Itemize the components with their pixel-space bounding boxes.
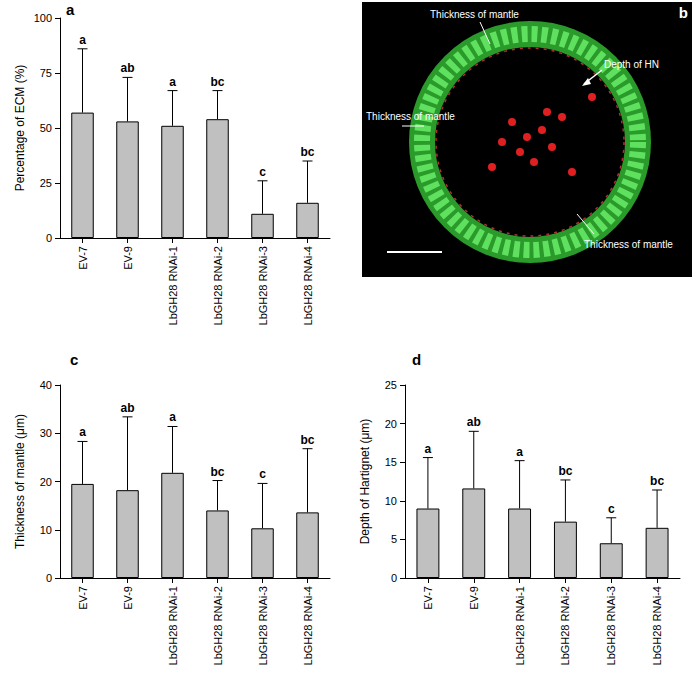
svg-text:LbGH28 RNAi-4: LbGH28 RNAi-4 bbox=[302, 586, 314, 665]
svg-text:EV-7: EV-7 bbox=[77, 246, 89, 270]
svg-text:20: 20 bbox=[40, 476, 52, 488]
svg-text:b: b bbox=[679, 4, 688, 21]
svg-text:bc: bc bbox=[650, 474, 664, 488]
svg-text:ab: ab bbox=[120, 61, 134, 75]
svg-text:5: 5 bbox=[391, 533, 397, 545]
svg-text:LbGH28 RNAi-2: LbGH28 RNAi-2 bbox=[212, 586, 224, 665]
svg-text:EV-7: EV-7 bbox=[77, 586, 89, 610]
svg-text:LbGH28 RNAi-1: LbGH28 RNAi-1 bbox=[167, 246, 179, 325]
svg-text:bc: bc bbox=[210, 465, 224, 479]
svg-text:10: 10 bbox=[40, 524, 52, 536]
svg-text:0: 0 bbox=[46, 572, 52, 584]
svg-text:a: a bbox=[66, 1, 75, 18]
svg-text:0: 0 bbox=[46, 232, 52, 244]
svg-text:bc: bc bbox=[300, 433, 314, 447]
svg-text:LbGH28 RNAi-2: LbGH28 RNAi-2 bbox=[212, 246, 224, 325]
svg-text:Depth of HN: Depth of HN bbox=[604, 59, 659, 70]
svg-text:25: 25 bbox=[385, 379, 397, 391]
svg-text:75: 75 bbox=[40, 67, 52, 79]
svg-text:Thickness of mantle: Thickness of mantle bbox=[366, 111, 455, 122]
svg-text:LbGH28 RNAi-4: LbGH28 RNAi-4 bbox=[651, 586, 663, 665]
svg-text:c: c bbox=[70, 351, 78, 368]
svg-text:ab: ab bbox=[467, 415, 481, 429]
svg-text:Thickness of mantle: Thickness of mantle bbox=[584, 239, 673, 250]
svg-text:c: c bbox=[608, 502, 615, 516]
svg-text:50: 50 bbox=[40, 122, 52, 134]
svg-text:EV-9: EV-9 bbox=[468, 586, 480, 610]
svg-text:d: d bbox=[412, 351, 421, 368]
svg-text:c: c bbox=[259, 165, 266, 179]
svg-text:LbGH28 RNAi-1: LbGH28 RNAi-1 bbox=[167, 586, 179, 665]
svg-text:Percentage of ECM (%): Percentage of ECM (%) bbox=[13, 65, 27, 192]
svg-text:a: a bbox=[516, 445, 523, 459]
svg-text:a: a bbox=[79, 33, 86, 47]
svg-text:a: a bbox=[79, 425, 86, 439]
svg-text:15: 15 bbox=[385, 456, 397, 468]
svg-text:EV-9: EV-9 bbox=[122, 586, 134, 610]
svg-text:0: 0 bbox=[391, 572, 397, 584]
svg-text:LbGH28 RNAi-3: LbGH28 RNAi-3 bbox=[257, 586, 269, 665]
svg-text:a: a bbox=[169, 75, 176, 89]
svg-text:a: a bbox=[425, 442, 432, 456]
svg-text:10: 10 bbox=[385, 495, 397, 507]
svg-text:LbGH28 RNAi-1: LbGH28 RNAi-1 bbox=[514, 586, 526, 665]
svg-text:Thickness of mantle: Thickness of mantle bbox=[430, 9, 519, 20]
svg-text:Depth of Hartignet (μm): Depth of Hartignet (μm) bbox=[358, 419, 372, 545]
svg-text:a: a bbox=[169, 410, 176, 424]
svg-text:40: 40 bbox=[40, 379, 52, 391]
svg-text:LbGH28 RNAi-3: LbGH28 RNAi-3 bbox=[257, 246, 269, 325]
svg-text:30: 30 bbox=[40, 427, 52, 439]
svg-text:ab: ab bbox=[120, 401, 134, 415]
svg-text:Thickness of mantle (μm): Thickness of mantle (μm) bbox=[13, 414, 27, 549]
svg-text:20: 20 bbox=[385, 418, 397, 430]
svg-text:100: 100 bbox=[34, 12, 52, 24]
svg-text:c: c bbox=[259, 467, 266, 481]
svg-text:EV-7: EV-7 bbox=[422, 586, 434, 610]
svg-text:LbGH28 RNAi-2: LbGH28 RNAi-2 bbox=[559, 586, 571, 665]
svg-text:bc: bc bbox=[300, 145, 314, 159]
svg-text:bc: bc bbox=[210, 75, 224, 89]
svg-text:LbGH28 RNAi-3: LbGH28 RNAi-3 bbox=[605, 586, 617, 665]
svg-text:bc: bc bbox=[558, 464, 572, 478]
svg-text:LbGH28 RNAi-4: LbGH28 RNAi-4 bbox=[302, 246, 314, 325]
svg-text:25: 25 bbox=[40, 177, 52, 189]
svg-text:EV-9: EV-9 bbox=[122, 246, 134, 270]
